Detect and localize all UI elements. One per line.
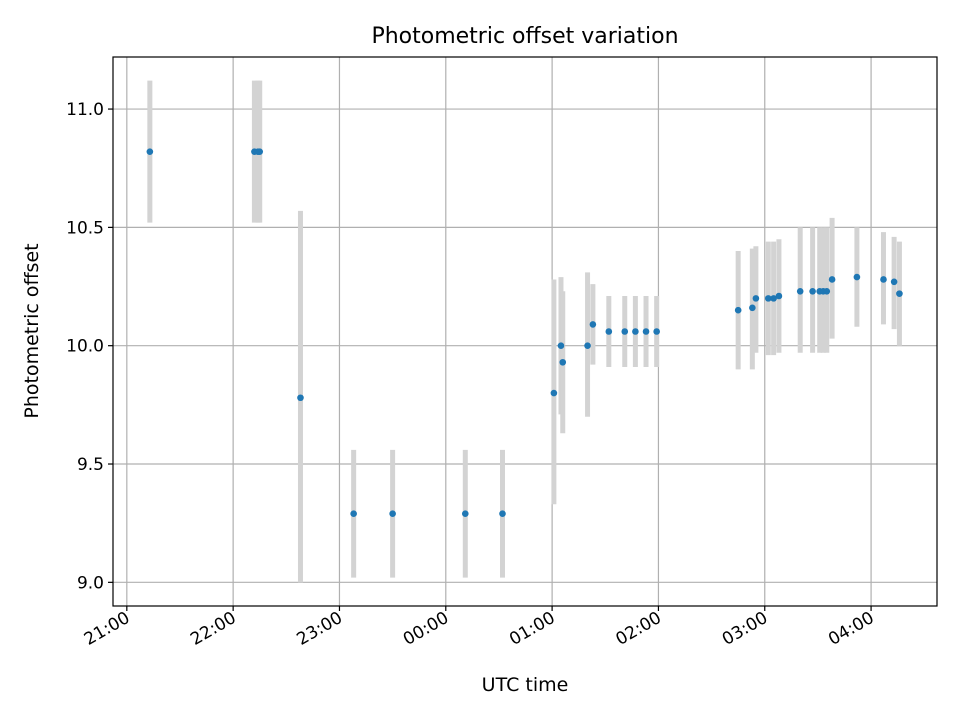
data-point xyxy=(550,389,558,397)
data-point xyxy=(880,276,887,283)
data-point xyxy=(461,510,469,518)
data-point xyxy=(146,148,154,155)
y-tick-label: 10.0 xyxy=(66,337,104,357)
data-point xyxy=(890,278,898,286)
data-point xyxy=(809,287,816,295)
plot-frame xyxy=(112,56,938,607)
data-point xyxy=(499,510,506,518)
y-tick-label: 10.5 xyxy=(66,218,104,238)
data-point xyxy=(853,273,861,281)
data-point xyxy=(765,295,772,302)
data-point xyxy=(559,358,567,366)
y-tick-label: 11.0 xyxy=(66,100,104,120)
data-point xyxy=(752,295,760,302)
data-point xyxy=(589,321,597,328)
data-point xyxy=(557,342,565,349)
data-point xyxy=(749,304,756,312)
data-point xyxy=(896,290,903,297)
tick-layer: 9.0 9.5 10.0 10.5 11.0 21:00 22:00 23:00 00:00 01… xyxy=(66,100,877,650)
data-point xyxy=(350,510,357,518)
data-point xyxy=(632,328,639,335)
data-point xyxy=(734,306,742,314)
point-layer xyxy=(146,148,903,518)
x-tick-label: 04:00 xyxy=(825,608,877,650)
data-point xyxy=(775,292,783,300)
x-tick-label: 01:00 xyxy=(506,608,558,650)
x-axis-label: UTC time xyxy=(482,674,569,696)
data-point xyxy=(796,287,804,295)
x-tick-label: 02:00 xyxy=(612,608,664,650)
data-point xyxy=(828,276,836,283)
y-tick-label: 9.0 xyxy=(77,573,104,593)
errorbar-layer xyxy=(147,80,902,583)
x-tick-label: 21:00 xyxy=(81,608,133,650)
data-point xyxy=(770,295,777,302)
data-point xyxy=(621,328,629,335)
data-point xyxy=(584,342,591,349)
y-axis-label: Photometric offset xyxy=(21,243,43,418)
y-tick-label: 9.5 xyxy=(77,455,104,475)
data-point xyxy=(823,287,831,295)
data-point xyxy=(256,148,264,155)
grid-layer xyxy=(113,57,937,606)
data-point xyxy=(297,394,304,402)
x-tick-label: 00:00 xyxy=(400,608,452,650)
data-point xyxy=(653,328,660,335)
x-tick-label: 23:00 xyxy=(294,608,346,650)
data-point xyxy=(605,328,613,335)
data-point xyxy=(642,328,650,335)
x-tick-label: 03:00 xyxy=(719,608,771,650)
chart-title: Photometric offset variation xyxy=(371,24,678,49)
x-tick-label: 22:00 xyxy=(187,608,239,650)
data-point xyxy=(389,510,396,518)
